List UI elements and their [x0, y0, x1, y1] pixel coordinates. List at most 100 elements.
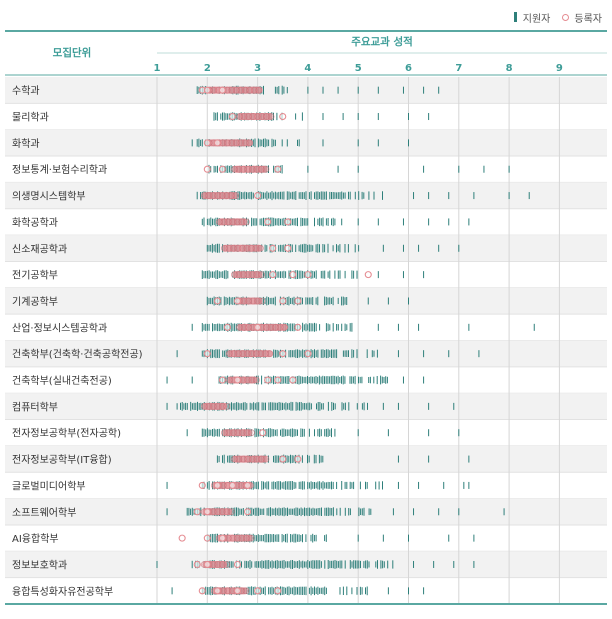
registrant-point: [193, 508, 201, 516]
registrant-point: [241, 139, 249, 147]
registrant-point: [213, 297, 221, 305]
registrant-point: [247, 534, 255, 542]
registrant-point: [272, 323, 279, 331]
row-label: 전자정보공학부(전자공학): [12, 428, 121, 440]
registrant-point: [200, 402, 208, 410]
row-label: 글로벌미디어학부: [12, 480, 86, 492]
registrant-point: [263, 113, 270, 120]
registrant-point: [238, 244, 246, 252]
row-background: [5, 445, 607, 473]
registrant-point: [203, 165, 211, 173]
registrant-point: [258, 113, 266, 120]
registrant-point: [205, 192, 213, 199]
registrant-point: [218, 561, 226, 568]
registrant-point: [220, 218, 228, 226]
row-label: 화학과: [12, 138, 40, 150]
registrant-point: [236, 113, 243, 120]
registrant-point: [229, 244, 237, 252]
registrant-point: [198, 481, 206, 489]
registrant-point: [228, 481, 236, 489]
registrant-point: [256, 244, 264, 252]
registrant-point: [224, 218, 232, 226]
registrant-point: [223, 402, 231, 410]
registrant-point: [262, 455, 270, 463]
registrant-point: [218, 165, 226, 173]
registrant-point: [218, 376, 226, 384]
row-label: 전자정보공학부(IT융합): [12, 454, 112, 466]
registrant-point: [239, 455, 247, 463]
registrant-point: [235, 271, 243, 279]
registrant-point: [294, 455, 302, 463]
registrant-legend-marker: [562, 13, 570, 21]
registrant-point: [238, 534, 246, 542]
registrant-point: [236, 323, 243, 331]
registrant-point: [240, 113, 248, 120]
registrant-point: [203, 560, 211, 569]
registrant-point: [237, 86, 245, 94]
registrant-point: [269, 271, 277, 279]
registrant-point: [289, 376, 297, 384]
row-label: AI융합학부: [12, 533, 59, 545]
row-label: 기계공학부: [12, 296, 58, 308]
registrant-point: [214, 402, 222, 410]
registrant-point: [254, 192, 262, 200]
registrant-point: [223, 139, 231, 147]
registrant-point: [233, 534, 241, 542]
registrant-point: [230, 455, 238, 463]
registrant-point: [246, 86, 254, 94]
registrant-point: [242, 587, 250, 595]
row-label: 컴퓨터학부: [12, 401, 58, 413]
registrant-point: [218, 402, 226, 410]
row-label: 산업·정보시스템공학과: [12, 321, 107, 334]
row-label: 수학과: [12, 85, 40, 97]
registrant-point: [214, 508, 222, 516]
registrant-point: [244, 271, 252, 279]
registrant-point: [218, 534, 226, 542]
registrant-point: [232, 192, 240, 199]
x-tick-label: 7: [455, 63, 462, 74]
registrant-point: [224, 587, 232, 595]
registrant-point: [279, 297, 287, 305]
registrant-point: [205, 402, 213, 410]
registrant-point: [253, 455, 261, 463]
row-label: 전기공학부: [12, 270, 58, 282]
registrant-point: [238, 429, 246, 437]
registrant-point: [203, 508, 211, 516]
registrant-point: [213, 139, 221, 147]
row-label: 정보보호학과: [12, 559, 67, 571]
x-tick-label: 8: [506, 63, 513, 74]
registrant-point: [247, 429, 255, 437]
registrant-point: [249, 297, 257, 305]
registrant-point: [233, 587, 242, 595]
grade-column-header: 주요교과 성적: [351, 35, 413, 48]
applicant-legend-marker: [513, 12, 517, 22]
registrant-point: [225, 376, 233, 384]
registrant-point: [252, 350, 260, 358]
registrant-point: [257, 350, 265, 358]
registrant-point: [259, 429, 267, 437]
registrant-point: [254, 113, 261, 120]
registrant-point: [243, 244, 251, 252]
registrant-point: [304, 350, 312, 358]
registrant-point: [200, 192, 208, 199]
row-label: 화학공학과: [12, 217, 58, 229]
registrant-point: [235, 165, 243, 173]
registrant-point: [261, 350, 269, 358]
registrant-point: [248, 350, 256, 358]
registrant-point: [214, 192, 222, 199]
registrant-point: [245, 113, 252, 120]
registrant-point: [244, 455, 252, 463]
row-label: 소프트웨어학부: [12, 507, 76, 519]
registrant-point: [235, 455, 243, 463]
registrant-point: [284, 244, 292, 252]
registrant-point: [267, 323, 275, 331]
registrant-point: [289, 271, 297, 279]
registrant-point: [178, 534, 186, 542]
row-background: [5, 129, 607, 157]
registrant-point: [230, 350, 238, 358]
registrant-point: [233, 560, 242, 569]
registrant-point: [294, 297, 302, 305]
registrant-point: [248, 165, 256, 173]
registrant-point: [294, 323, 302, 331]
